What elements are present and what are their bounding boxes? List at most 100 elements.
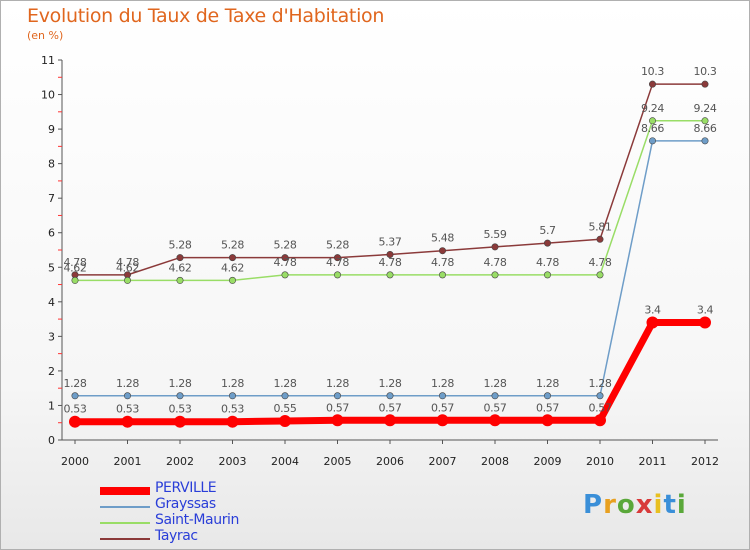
data-label: 5.28 — [326, 239, 349, 252]
data-label: 4.62 — [221, 261, 244, 274]
data-point — [226, 415, 239, 428]
data-label: 1.28 — [221, 377, 244, 390]
legend-label: Grayssas — [155, 496, 216, 512]
data-point — [438, 392, 446, 400]
data-label: 4.78 — [431, 256, 454, 269]
data-point — [386, 250, 394, 258]
data-label: 4.78 — [116, 256, 139, 269]
data-label: 1.28 — [116, 377, 139, 390]
data-point — [386, 271, 394, 279]
data-point — [491, 271, 499, 279]
data-label: 0.57 — [484, 401, 507, 414]
data-label: 3.4 — [644, 304, 661, 317]
data-point — [491, 243, 499, 251]
data-label: 0.53 — [116, 403, 139, 416]
data-point — [543, 271, 551, 279]
data-point — [436, 414, 449, 427]
data-point — [333, 392, 341, 400]
series-layer — [69, 80, 711, 428]
x-tick-label: 2012 — [691, 455, 719, 468]
data-label: 0.55 — [274, 402, 297, 415]
data-label: 1.28 — [169, 377, 192, 390]
data-point — [229, 254, 237, 262]
data-point — [648, 137, 656, 145]
data-point — [69, 415, 81, 428]
data-point — [176, 392, 184, 400]
x-tick-label: 2005 — [324, 455, 352, 468]
x-tick-label: 2003 — [219, 455, 247, 468]
data-label: 5.7 — [539, 224, 556, 237]
data-label: 5.81 — [589, 220, 612, 233]
data-label: 4.62 — [116, 261, 139, 274]
data-label: 1.28 — [326, 377, 349, 390]
data-point — [646, 316, 659, 329]
data-point — [174, 415, 186, 428]
data-label: 4.78 — [589, 256, 612, 269]
data-point — [701, 137, 709, 145]
x-tick-label: 2006 — [376, 455, 404, 468]
data-point — [438, 271, 446, 279]
data-point — [71, 276, 79, 284]
data-point — [279, 415, 291, 427]
data-label: 0.53 — [169, 403, 192, 416]
data-labels-layer: 4.78 4.78 5.28 5.28 5.28 5.28 5.37 5.48 5.59 5.7 5… — [64, 65, 718, 416]
data-point — [121, 415, 134, 428]
chart-subtitle: (en %) — [27, 29, 64, 42]
data-point — [281, 254, 289, 262]
y-tick-label: 5 — [48, 261, 55, 274]
y-tick-label: 10 — [41, 89, 55, 102]
data-label: 5.37 — [379, 235, 402, 248]
proxiti-logo: Proxiti — [583, 490, 687, 520]
data-point — [281, 392, 289, 400]
data-label: 1.28 — [64, 377, 87, 390]
data-point — [386, 392, 394, 400]
data-label: 0.57 — [589, 401, 612, 414]
data-label: 1.28 — [431, 377, 454, 390]
data-label: 5.59 — [484, 228, 507, 241]
data-point — [281, 271, 289, 279]
data-label: 0.53 — [64, 403, 87, 416]
data-point — [124, 276, 132, 284]
chart-title: Evolution du Taux de Taxe d'Habitation — [27, 5, 385, 27]
x-tick-label: 2004 — [271, 455, 299, 468]
legend-label: Tayrac — [155, 528, 198, 544]
y-tick-label: 6 — [48, 227, 55, 240]
data-label: 0.57 — [379, 401, 402, 414]
y-tick-label: 1 — [48, 399, 55, 412]
data-label: 8.66 — [694, 122, 717, 135]
data-point — [596, 235, 604, 243]
data-point — [333, 271, 341, 279]
data-point — [596, 271, 604, 279]
data-point — [596, 392, 604, 400]
x-tick-label: 2007 — [429, 455, 457, 468]
legend-swatch — [100, 522, 150, 524]
data-label: 4.78 — [379, 256, 402, 269]
axes: 0 1 2 3 4 5 6 7 8 9 10 11 2000 2001 2002 2003 2004 2005 20… — [41, 54, 719, 468]
data-label: 4.78 — [64, 256, 87, 269]
legend-swatch — [100, 538, 150, 540]
data-point — [701, 80, 709, 88]
data-point — [176, 276, 184, 284]
x-tick-label: 2008 — [481, 455, 509, 468]
data-point — [543, 392, 551, 400]
legend-swatch — [100, 506, 150, 508]
data-label: 0.57 — [431, 401, 454, 414]
data-label: 0.57 — [326, 401, 349, 414]
data-point — [594, 414, 606, 427]
data-label: 1.28 — [379, 377, 402, 390]
data-label: 1.28 — [589, 377, 612, 390]
data-point — [384, 414, 396, 427]
legend-label: PERVILLE — [155, 480, 217, 496]
data-label: 5.28 — [221, 239, 244, 252]
data-point — [71, 392, 79, 400]
data-point — [489, 414, 501, 427]
data-label: 1.28 — [536, 377, 559, 390]
data-label: 4.62 — [169, 261, 192, 274]
y-tick-label: 2 — [48, 365, 55, 378]
data-label: 10.3 — [641, 65, 664, 78]
data-label: 4.78 — [326, 256, 349, 269]
data-point — [648, 80, 656, 88]
data-label: 4.62 — [64, 261, 87, 274]
data-label: 1.28 — [274, 377, 297, 390]
